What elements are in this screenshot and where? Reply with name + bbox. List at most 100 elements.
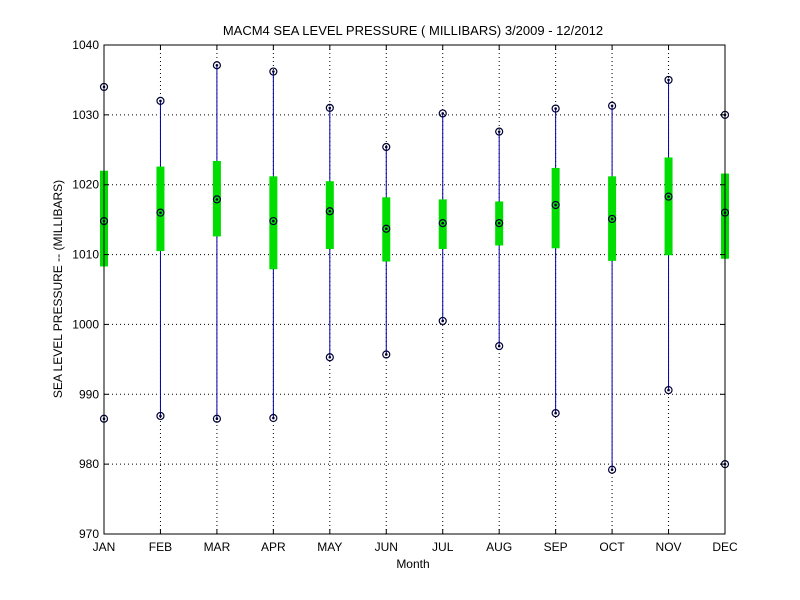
min-marker [269,413,278,423]
min-marker [156,411,165,421]
median-marker-dot [554,203,557,207]
min-marker-dot [554,411,557,415]
max-marker-dot [328,106,332,110]
median-marker-dot [328,209,332,213]
median-marker [607,214,617,224]
max-marker [551,104,560,113]
y-tick-label: 970 [79,527,99,541]
max-marker-dot [441,112,445,115]
month-box-mar [212,61,222,423]
max-marker [212,61,222,70]
month-box-jul [438,109,447,326]
median-marker [325,207,334,216]
x-tick-label-nov: NOV [656,540,682,554]
max-marker-dot [667,78,670,82]
y-tick-label: 990 [79,387,99,401]
median-marker-dot [497,221,501,225]
min-marker [664,385,673,395]
max-marker [325,103,334,112]
max-marker [382,142,391,152]
max-marker [607,101,617,110]
max-marker [438,109,447,118]
y-tick-label: 1040 [72,38,99,52]
min-marker-dot [159,414,162,418]
max-marker-dot [159,99,162,103]
min-marker [438,316,447,326]
month-box-oct [607,101,617,474]
median-marker-dot [610,217,614,221]
x-tick-label-sep: SEP [544,540,568,554]
x-tick-label-jan: JAN [93,540,116,554]
median-marker [438,219,447,228]
min-marker-dot [497,344,501,348]
max-marker [495,127,504,136]
median-marker-dot [159,211,162,214]
iqr-box [664,157,673,256]
median-marker [664,192,673,201]
max-marker [664,75,673,85]
median-marker [212,195,222,204]
month-box-apr [269,67,278,423]
grid-lines [104,45,725,534]
plot-area-frame [103,44,726,535]
min-marker-dot [667,388,670,392]
min-marker-dot [610,468,614,472]
min-marker [607,465,617,474]
x-tick-label-oct: OCT [599,540,625,554]
min-marker [551,409,560,418]
max-marker-dot [554,107,557,110]
min-marker-dot [328,355,332,359]
month-box-jun [382,142,391,359]
max-marker-dot [497,130,501,133]
median-marker [495,219,504,228]
y-tick-label: 980 [79,457,99,471]
x-tick-label-jun: JUN [375,540,398,554]
x-tick-label-aug: AUG [486,540,512,554]
month-box-may [325,103,334,362]
min-marker [495,341,504,351]
median-marker-dot [215,198,219,201]
month-box-nov [664,75,673,395]
y-tick-label: 1020 [72,178,99,192]
y-tick-label: 1030 [72,108,99,122]
max-marker [156,96,165,105]
max-marker-dot [610,104,614,108]
min-marker-dot [272,416,275,420]
y-tick-label: 1000 [72,317,99,331]
min-marker [212,414,222,423]
month-box-sep [551,104,560,418]
median-marker [156,208,165,217]
max-marker-dot [272,70,275,73]
x-axis-label: Month [396,557,429,571]
max-marker [269,67,278,76]
box-series [99,61,730,474]
min-marker-dot [384,353,388,356]
chart-title: MACM4 SEA LEVEL PRESSURE ( MILLIBARS) 3/… [223,23,603,38]
median-marker-dot [441,221,445,225]
axis-ticks: 970 980 990 1000 1010 1020 1030 1040 JAN FEB MAR AP… [72,38,738,554]
x-tick-label-apr: APR [261,540,286,554]
x-tick-label-jul: JUL [432,540,454,554]
y-axis-label: SEA LEVEL PRESSURE -- (MILLIBARS) [51,180,65,398]
median-marker [551,200,560,210]
min-marker [382,350,391,359]
median-marker-dot [272,219,275,223]
median-marker [382,224,391,233]
min-marker-dot [215,417,219,421]
median-marker-dot [384,227,388,231]
min-marker [325,353,334,362]
x-tick-label-feb: FEB [149,540,172,554]
x-tick-label-dec: DEC [712,540,738,554]
iqr-box [269,176,278,270]
x-tick-label-may: MAY [317,540,342,554]
min-marker-dot [441,319,445,323]
month-box-feb [156,96,165,421]
max-marker-dot [384,145,388,149]
median-marker-dot [667,195,670,198]
month-box-aug [495,127,504,351]
max-marker-dot [215,63,219,67]
x-tick-label-mar: MAR [204,540,231,554]
y-tick-label: 1010 [72,248,99,262]
